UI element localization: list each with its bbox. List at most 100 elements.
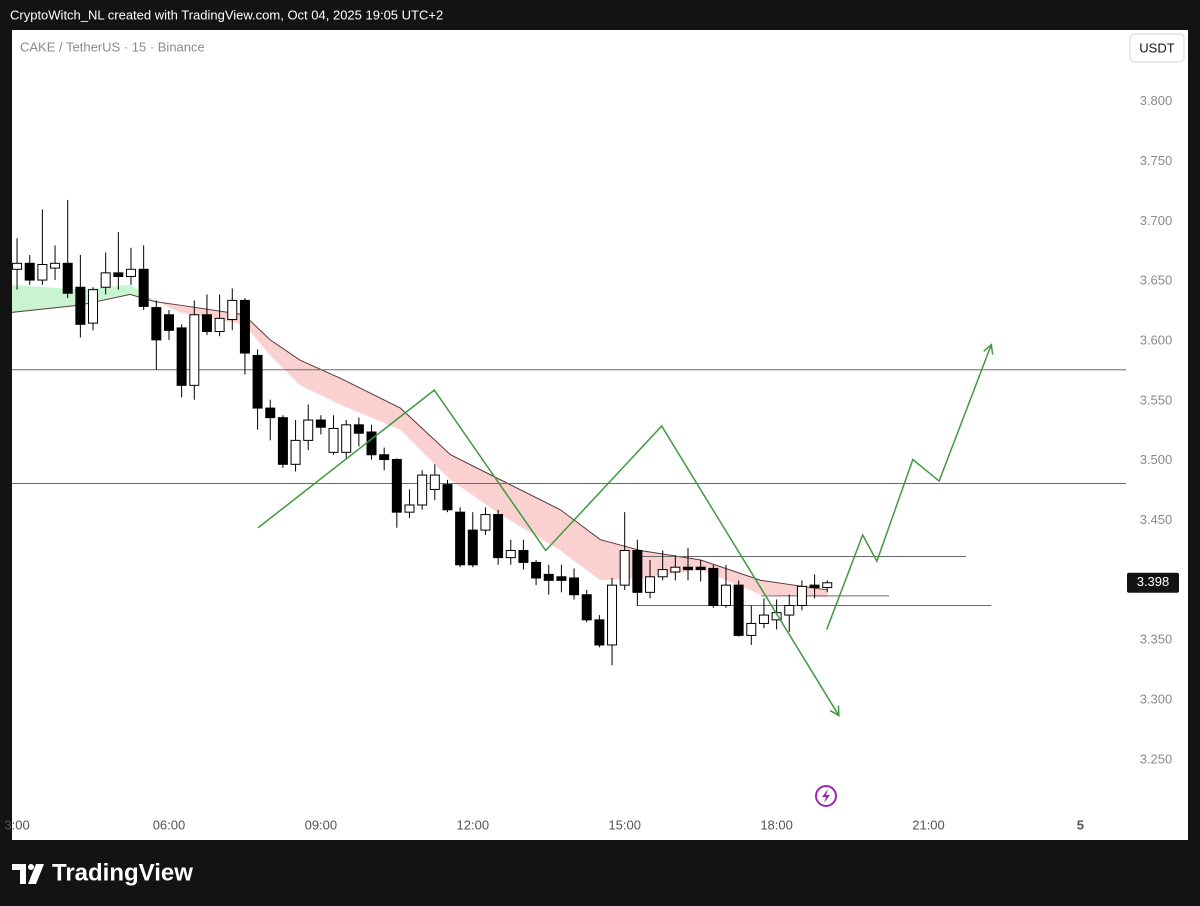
candle-body: [353, 424, 364, 434]
x-tick-label: 06:00: [153, 817, 186, 832]
ribbon-fill: [640, 550, 701, 578]
ribbon-fill: [340, 378, 401, 430]
candle-body: [163, 314, 174, 331]
candle-body: [758, 614, 769, 624]
y-tick-label: 3.250: [1140, 751, 1173, 766]
brand: TradingView: [52, 859, 193, 886]
candle-body: [391, 459, 402, 513]
candle-body: [125, 268, 136, 277]
lightning-icon[interactable]: [815, 785, 837, 807]
header: CryptoWitch_NL created with TradingView.…: [10, 7, 443, 22]
candle-body: [151, 307, 162, 341]
candle-body: [556, 576, 567, 581]
candle-body: [518, 549, 529, 563]
candle-body: [24, 262, 35, 281]
last-price: 3.398: [1137, 574, 1170, 589]
candle-body: [290, 439, 301, 465]
x-tick-label: 09:00: [305, 817, 338, 832]
y-tick-label: 3.300: [1140, 691, 1173, 706]
candle-body: [12, 262, 23, 270]
candle-body: [277, 417, 288, 465]
candle-body: [227, 299, 238, 321]
ribbon-fill: [154, 300, 181, 313]
candle-body: [645, 576, 656, 593]
candle-body: [442, 484, 453, 511]
ribbon-fill: [760, 580, 828, 598]
projection-path: [826, 344, 993, 630]
currency-box[interactable]: [1129, 33, 1185, 63]
candle-body: [315, 419, 326, 428]
candle-body: [531, 561, 542, 579]
candle-body: [796, 585, 807, 606]
ribbon-fill: [243, 314, 271, 356]
candle-body: [505, 549, 516, 559]
candle-body: [50, 262, 61, 269]
candle-body: [569, 577, 580, 596]
candle-body: [341, 424, 352, 453]
candle-body: [201, 314, 212, 333]
chart-area: [12, 30, 1188, 840]
candle-body: [62, 262, 73, 294]
candle-body: [607, 584, 618, 646]
candle-body: [417, 474, 428, 506]
candle-body: [809, 584, 820, 589]
currency[interactable]: USDT: [1139, 40, 1174, 55]
x-tick-label: 3:00: [4, 817, 29, 832]
candle-body: [429, 474, 440, 490]
candle-body: [746, 622, 757, 636]
ribbon-slow-line: [11, 293, 828, 591]
last-price-box: [1127, 572, 1179, 593]
candle-body: [822, 582, 833, 589]
ribbon-fill: [300, 360, 341, 405]
y-tick-label: 3.450: [1140, 512, 1173, 527]
x-tick-label: 12:00: [457, 817, 490, 832]
candle-body: [581, 594, 592, 621]
candle-body: [328, 427, 339, 453]
candle-body: [632, 549, 643, 593]
x-tick-label: 15:00: [608, 817, 641, 832]
ribbon-fill: [560, 509, 601, 581]
candle-body: [784, 604, 795, 616]
candle-body: [670, 566, 681, 573]
ribbon-fill: [500, 479, 561, 551]
candle-body: [594, 619, 605, 646]
candle-body: [239, 299, 250, 354]
brand-logo: [12, 864, 44, 884]
candle-body: [138, 268, 149, 307]
candle-body: [720, 584, 731, 606]
x-tick-label: 21:00: [912, 817, 945, 832]
y-tick-label: 3.650: [1140, 273, 1173, 288]
candle-body: [265, 407, 276, 419]
ribbon-fill: [270, 339, 301, 386]
arrow-head: [829, 705, 840, 717]
x-tick-label: 18:00: [760, 817, 793, 832]
y-tick-label: 3.700: [1140, 213, 1173, 228]
symbol-title: CAKE / TetherUS · 15 · Binance: [20, 39, 205, 54]
projection-path: [257, 389, 840, 716]
candle-body: [733, 584, 744, 636]
candle-body: [75, 286, 86, 325]
candle-body: [176, 327, 187, 386]
candle-body: [480, 514, 491, 531]
candle-body: [37, 264, 48, 281]
candle-body: [303, 419, 314, 441]
y-tick-label: 3.800: [1140, 93, 1173, 108]
candle-body: [695, 566, 706, 571]
x-tick-label: 5: [1077, 817, 1084, 832]
candle-body: [366, 431, 377, 456]
candle-body: [404, 504, 415, 513]
candle-body: [189, 314, 200, 386]
arrow-head: [983, 343, 994, 355]
y-tick-label: 3.500: [1140, 452, 1173, 467]
y-tick-label: 3.750: [1140, 153, 1173, 168]
candle-body: [113, 272, 124, 277]
ribbon-fill: [400, 408, 451, 480]
candle-body: [543, 573, 554, 581]
candle-body: [455, 511, 466, 566]
candle-body: [252, 354, 263, 409]
candle-body: [467, 529, 478, 566]
candle-body: [379, 454, 390, 461]
candle-body: [214, 317, 225, 333]
candle-body: [100, 272, 111, 288]
